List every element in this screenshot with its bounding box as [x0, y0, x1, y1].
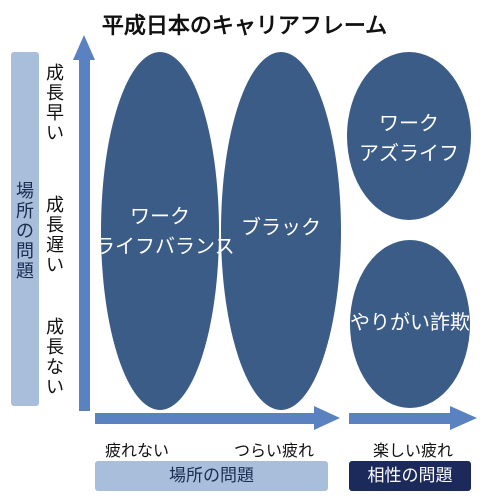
x-axis-arrow-left-shaft — [95, 413, 317, 424]
y-category-band: 場所の問題 — [11, 52, 39, 406]
x-axis-arrow-right-head — [450, 406, 477, 430]
y-category-label: 場所の問題 — [16, 181, 34, 282]
y-level-no-growth: 成長ない — [46, 317, 64, 398]
y-level-fast-growth: 成長早い — [46, 63, 64, 144]
x-axis-arrow-left-head — [314, 406, 340, 430]
x-group-place-problem: 場所の問題 — [95, 461, 328, 491]
y-axis-arrow-shaft — [79, 54, 90, 411]
x-level-fun-tired: 楽しい疲れ — [373, 441, 454, 460]
region-label-yarigai-sagi: やりがい詐欺 — [350, 310, 470, 334]
x-group-compatibility-problem: 相性の問題 — [349, 461, 471, 491]
region-label-black: ブラック — [241, 215, 321, 239]
y-level-slow-growth: 成長遅い — [46, 195, 64, 276]
x-axis-arrow-right-shaft — [349, 413, 452, 424]
diagram-title: 平成日本のキャリアフレーム — [101, 14, 388, 39]
x-level-painful-tired: つらい疲れ — [234, 441, 315, 460]
ellipse-work-as-life — [347, 52, 471, 220]
ellipse-yarigai-sagi — [350, 240, 470, 408]
ellipse-black — [221, 52, 341, 410]
region-label-work-life-balance: ワーク ライフバランス — [95, 204, 235, 258]
region-label-work-as-life: ワーク アズライフ — [359, 111, 459, 165]
x-level-not-tired: 疲れない — [105, 441, 170, 460]
ellipse-work-life-balance — [101, 52, 219, 410]
y-axis-arrow-head — [73, 35, 95, 60]
